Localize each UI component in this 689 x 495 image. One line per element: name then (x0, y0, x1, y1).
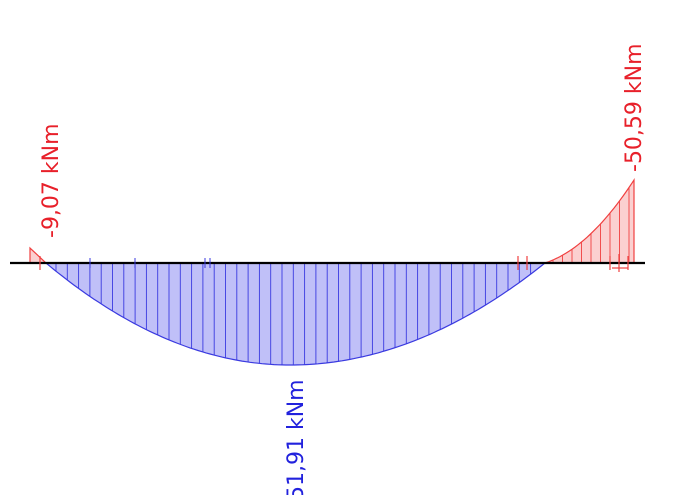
positive-moment-area (46, 263, 545, 365)
left-support-moment-label: -9,07 kNm (39, 123, 64, 238)
span-max-moment-label: 51,91 kNm (284, 379, 309, 495)
negative-moment-right-area (545, 180, 634, 263)
right-support-moment-label: -50,59 kNm (622, 43, 647, 172)
negative-moment-left-area (30, 248, 46, 263)
